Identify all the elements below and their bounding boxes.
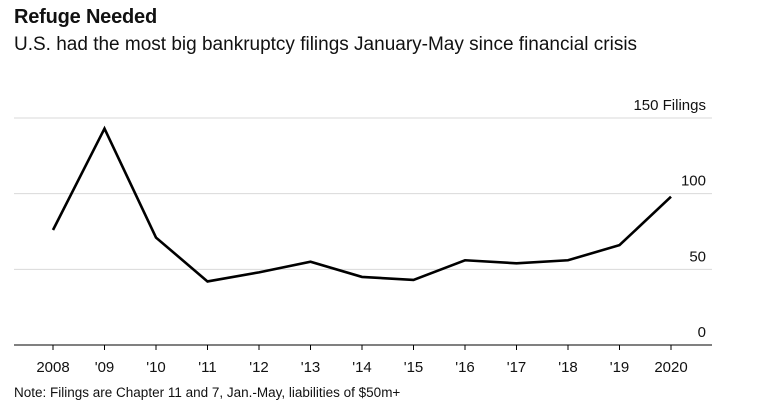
y-tick-label-0: 0 <box>698 324 706 341</box>
x-axis <box>14 344 712 350</box>
x-tick-labels: 2008 '09 '10 '11 '12 '13 '14 '15 '16 '17 '18 '19 202… <box>36 359 687 376</box>
chart-title: Refuge Needed <box>14 6 157 28</box>
y-tick-label-50: 50 <box>689 248 706 265</box>
x-tick-label: '18 <box>558 359 578 376</box>
x-tick-label: '12 <box>249 359 269 376</box>
x-tick-label: '16 <box>455 359 475 376</box>
x-tick-label: '17 <box>507 359 527 376</box>
y-tick-label-150: 150 Filings <box>633 97 706 114</box>
series-line-0 <box>51 125 672 283</box>
x-tick-label: '14 <box>352 359 372 376</box>
chart-subtitle: U.S. had the most big bankruptcy filings… <box>14 34 638 55</box>
x-tick-label: '10 <box>146 359 166 376</box>
chart-note: Note: Filings are Chapter 11 and 7, Jan.… <box>14 385 401 400</box>
x-tick-label: '09 <box>95 359 115 376</box>
y-tick-labels: 0 50 100 150 Filings <box>633 97 706 341</box>
series-filings <box>51 125 672 283</box>
x-tick-label: '19 <box>610 359 630 376</box>
x-tick-label: '11 <box>198 359 216 376</box>
y-tick-label-100: 100 <box>681 173 706 190</box>
x-tick-label: '13 <box>301 359 321 376</box>
x-tick-label: 2008 <box>36 359 69 376</box>
x-tick-label: '15 <box>404 359 424 376</box>
x-tick-label: 2020 <box>654 359 687 376</box>
grid-lines <box>14 117 712 270</box>
